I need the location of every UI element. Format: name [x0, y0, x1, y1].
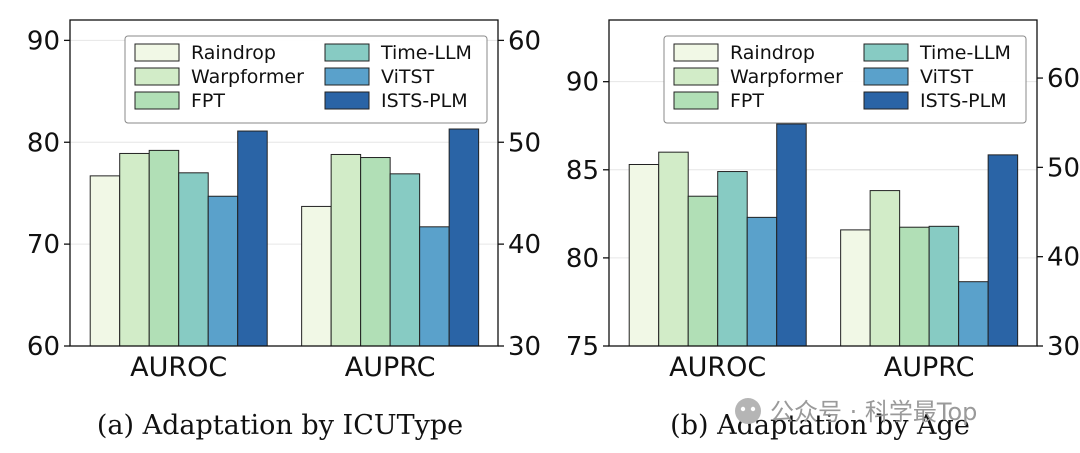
- x-tick-label: AUPRC: [345, 352, 436, 383]
- bar-ists-plm-auprc: [987, 154, 1019, 347]
- legend-label-raindrop: Raindrop: [191, 42, 276, 64]
- legend-label-warpformer: Warpformer: [191, 66, 304, 88]
- y-left-tick-label: 90: [566, 68, 599, 98]
- chart-panel-b: AUROC AUPRC 75 80 85 90 30 40 50 60 RaindropWarpfo…: [566, 19, 1080, 441]
- legend-label-time-llm: Time-LLM: [919, 42, 1011, 64]
- plot-frame: [608, 19, 1038, 347]
- bar-ists-plm-auroc: [776, 123, 807, 347]
- legend-swatch-vitst: [863, 67, 909, 86]
- legend-swatch-fpt: [673, 91, 719, 110]
- bar-time-llm-auprc: [389, 173, 421, 347]
- legend-label-fpt: FPT: [730, 90, 764, 112]
- x-tick-label: AUPRC: [884, 352, 975, 383]
- bar-fpt-auprc: [899, 226, 930, 347]
- y-left-tick-label: 70: [27, 230, 60, 260]
- y-right-tick-label: 50: [1047, 153, 1080, 183]
- legend-swatch-warpformer: [134, 67, 180, 86]
- y-right-tick-label: 40: [508, 230, 541, 260]
- legend-swatch-fpt: [134, 91, 180, 110]
- bar-vitst-auroc: [207, 195, 239, 347]
- legend-box: [663, 35, 1027, 124]
- y-left-tick-label: 85: [566, 156, 599, 186]
- y-right-tick-label: 40: [1047, 243, 1080, 273]
- y-right-tick-label: 50: [508, 128, 541, 158]
- legend-label-ists-plm: ISTS-PLM: [381, 90, 468, 112]
- legend-box: [124, 35, 488, 124]
- wechat-icon-eye-right: [750, 406, 756, 412]
- bar-vitst-auprc: [958, 281, 989, 347]
- bar-ists-plm-auprc: [448, 128, 480, 347]
- x-tick-label: AUROC: [669, 352, 766, 383]
- legend-swatch-warpformer: [673, 67, 719, 86]
- legend-label-vitst: ViTST: [381, 66, 435, 88]
- bar-fpt-auprc: [360, 157, 391, 347]
- watermark-text: 公众号 · 科学最Top: [770, 398, 977, 426]
- y-right-tick-label: 30: [508, 332, 541, 362]
- legend-label-time-llm: Time-LLM: [380, 42, 472, 64]
- chart-panel-a: AUROC AUPRC 60 70 80 90 30 40 50 60 RaindropWarpfo…: [27, 19, 541, 441]
- panel-caption: (b) Adaptation by Age: [670, 410, 970, 441]
- wechat-icon-eye-left: [740, 406, 746, 412]
- bar-raindrop-auroc: [89, 175, 121, 347]
- legend-swatch-time-llm: [324, 43, 370, 62]
- wechat-icon: [735, 398, 761, 424]
- legend-swatch-time-llm: [863, 43, 909, 62]
- legend-label-raindrop: Raindrop: [730, 42, 815, 64]
- legend-swatch-raindrop: [673, 43, 719, 62]
- bar-vitst-auprc: [419, 226, 450, 347]
- y-left-tick-label: 75: [566, 332, 599, 362]
- bar-warpformer-auprc: [869, 190, 901, 347]
- plot-frame: [69, 19, 499, 347]
- panel-caption: (a) Adaptation by ICUType: [97, 410, 463, 441]
- bar-warpformer-auroc: [658, 151, 689, 347]
- bar-vitst-auroc: [746, 216, 778, 347]
- y-left-tick-label: 90: [27, 26, 60, 56]
- y-left-tick-label: 80: [566, 244, 599, 274]
- legend-label-ists-plm: ISTS-PLM: [920, 90, 1007, 112]
- bar-fpt-auroc: [148, 149, 180, 347]
- bar-fpt-auroc: [687, 195, 719, 347]
- legend-label-warpformer: Warpformer: [730, 66, 843, 88]
- legend-label-fpt: FPT: [191, 90, 225, 112]
- bar-time-llm-auprc: [928, 225, 960, 347]
- bar-raindrop-auprc: [840, 229, 871, 347]
- watermark: 公众号 · 科学最Top: [735, 398, 977, 426]
- y-left-tick-label: 60: [27, 332, 60, 362]
- y-right-tick-label: 60: [508, 26, 541, 56]
- legend-swatch-ists-plm: [324, 91, 370, 110]
- bar-time-llm-auroc: [717, 171, 748, 347]
- legend-swatch-raindrop: [134, 43, 180, 62]
- legend-swatch-vitst: [324, 67, 370, 86]
- bar-ists-plm-auroc: [237, 130, 268, 347]
- bar-time-llm-auroc: [178, 172, 209, 347]
- bar-warpformer-auprc: [330, 153, 362, 347]
- bar-raindrop-auprc: [301, 205, 332, 347]
- x-tick-label: AUROC: [130, 352, 227, 383]
- bar-raindrop-auroc: [628, 163, 660, 347]
- legend-swatch-ists-plm: [863, 91, 909, 110]
- y-left-tick-label: 80: [27, 128, 60, 158]
- y-right-tick-label: 60: [1047, 64, 1080, 94]
- y-right-tick-label: 30: [1047, 332, 1080, 362]
- legend-label-vitst: ViTST: [920, 66, 974, 88]
- bar-warpformer-auroc: [119, 152, 150, 347]
